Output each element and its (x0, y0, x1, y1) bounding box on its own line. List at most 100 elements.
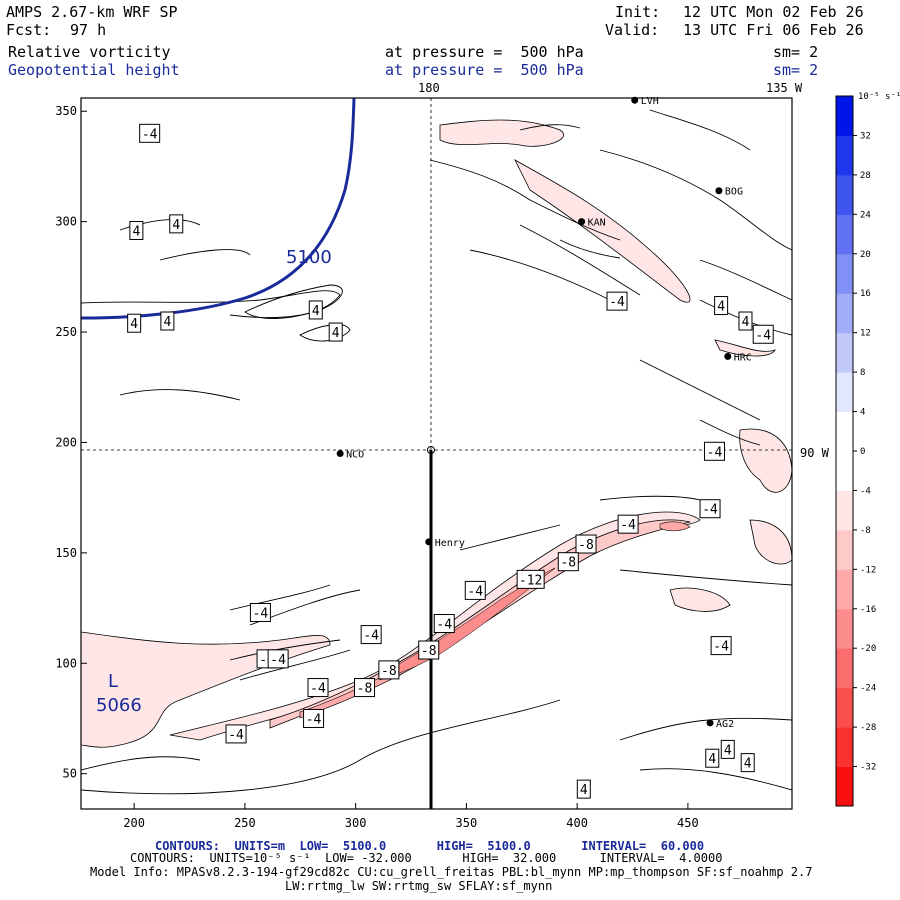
vorticity-contour-label: 4 (129, 220, 144, 240)
colorbar-swatch (836, 687, 853, 728)
colorbar-swatch (836, 135, 853, 176)
colorbar-level-label: 4 (860, 408, 865, 418)
plot-frame (80, 97, 793, 810)
vorticity-contour-label: -4 (139, 123, 161, 143)
y-tick-label: 200 (55, 435, 77, 449)
vorticity-label-text: -4 (702, 503, 718, 518)
low-pressure-letter: L (108, 671, 119, 692)
forecast-hour-value: 97 h (70, 21, 107, 39)
vorticity-contour-label: 4 (308, 300, 323, 320)
axis-ticks-layer: 200 250 300 350 400 450 350 300 250 200 150 100 50 (55, 104, 698, 830)
vorticity-contour-label: -4 (360, 625, 382, 645)
colorbar-swatch (836, 214, 853, 255)
forecast-hour-label: Fcst: (6, 21, 52, 39)
model-title: AMPS 2.67-km WRF SP (6, 3, 178, 21)
parallel-90w-label: 90 W (800, 446, 829, 460)
field-height-level: at pressure = 500 hPa (385, 61, 584, 79)
colorbar-level-label: 16 (860, 289, 871, 299)
vorticity-label-text: -4 (436, 618, 452, 633)
vorticity-label-text: -4 (363, 629, 379, 644)
colorbar-unit: 10⁻⁵ s⁻¹ (858, 92, 900, 102)
vorticity-label-text: 4 (172, 218, 180, 233)
station-label: Henry (435, 538, 465, 549)
vorticity-contour-label: 4 (705, 748, 720, 768)
footer-height-contours: CONTOURS: UNITS=m LOW= 5100.0 HIGH= 5100… (155, 839, 705, 853)
vorticity-contour-label: -4 (433, 614, 455, 634)
vorticity-contour-label: -12 (516, 569, 545, 589)
vorticity-contour-label: -4 (464, 580, 486, 600)
vorticity-contour-label: -8 (575, 534, 597, 554)
station-label: KAN (588, 218, 606, 229)
vorticity-contour-label: -8 (354, 678, 376, 698)
valid-label: Valid: (605, 21, 660, 39)
vorticity-contour-label: -4 (703, 441, 725, 461)
meridian-180-label: 180 (418, 81, 440, 95)
colorbar-level-label: -8 (860, 526, 871, 536)
vorticity-contour-label: -8 (378, 660, 400, 680)
vorticity-label-text: 4 (580, 783, 588, 798)
colorbar-swatch (836, 332, 853, 373)
footer-model-info-2: LW:rrtmg_lw SW:rrtmg_sw SFLAY:sf_mynn (285, 879, 553, 893)
station-label: HRC (734, 352, 752, 363)
vorticity-labels-layer: -44 44 444-4 44-4-4-4-4-8-8-12-4-4-4-4-8-8-… (127, 123, 774, 799)
vorticity-label-text: 4 (332, 326, 340, 341)
vorticity-label-text: -4 (755, 328, 771, 343)
colorbar-level-label: -12 (860, 565, 876, 575)
vorticity-label-text: 4 (724, 743, 732, 758)
station-label: LVH (641, 96, 659, 107)
vorticity-contour-label: -4 (249, 602, 271, 622)
vorticity-label-text: -8 (560, 556, 576, 571)
vorticity-contour-label: 4 (576, 779, 591, 799)
vorticity-contour-label: -4 (303, 708, 325, 728)
y-tick-label: 350 (55, 104, 77, 118)
vorticity-label-text: -8 (421, 644, 437, 659)
vorticity-contour-label: -4 (710, 636, 732, 656)
valid-time: 13 UTC Fri 06 Feb 26 (683, 21, 864, 39)
x-tick-label: 200 (123, 816, 145, 830)
init-time: 12 UTC Mon 02 Feb 26 (683, 3, 864, 21)
y-tick-label: 150 (55, 546, 77, 560)
x-tick-label: 350 (456, 816, 478, 830)
vorticity-contour-label: -4 (699, 499, 721, 519)
field-height-name: Geopotential height (8, 61, 180, 79)
colorbar-swatch (836, 490, 853, 531)
colorbar-swatch (836, 372, 853, 413)
vorticity-label-text: -4 (609, 295, 625, 310)
low-pressure-value: 5066 (96, 695, 142, 716)
vorticity-contour-label: -4 (307, 678, 329, 698)
colorbar-swatch (836, 293, 853, 334)
station-label: BOG (725, 187, 743, 198)
x-tick-label: 400 (566, 816, 588, 830)
colorbar-level-label: 32 (860, 131, 871, 141)
vorticity-label-text: -12 (519, 573, 542, 588)
y-tick-label: 250 (55, 325, 77, 339)
graticule-dashed (81, 98, 792, 451)
colorbar-level-label: 8 (860, 368, 865, 378)
colorbar-swatch (836, 608, 853, 649)
vorticity-contour-label: 4 (738, 311, 753, 331)
vorticity-label-text: -4 (707, 445, 723, 460)
vorticity-contour-label: -4 (225, 724, 247, 744)
colorbar-swatch (836, 96, 853, 136)
vorticity-contour-label: 4 (714, 296, 729, 316)
station-marker (724, 352, 732, 360)
footer-model-info: Model Info: MPASv8.2.3-194-gf29cd82c CU:… (90, 865, 813, 879)
station-marker (631, 96, 639, 104)
y-tick-label: 300 (55, 215, 77, 229)
vorticity-contour-label: -8 (557, 552, 579, 572)
vorticity-label-text: -4 (310, 682, 326, 697)
vorticity-contours (81, 109, 792, 795)
vorticity-label-text: 4 (132, 224, 140, 239)
vorticity-contour-label: 4 (169, 214, 184, 234)
vorticity-contour-label: 4 (740, 753, 755, 773)
colorbar-level-label: 24 (860, 210, 871, 220)
station-label: AG2 (716, 719, 734, 730)
pole-marker (427, 446, 435, 454)
colorbar-swatch (836, 451, 853, 491)
vorticity-label-text: -4 (270, 653, 286, 668)
vorticity-label-text: -4 (306, 712, 322, 727)
footer-vorticity-contours: CONTOURS: UNITS=10⁻⁵ s⁻¹ LOW= -32.000 HI… (130, 851, 723, 865)
colorbar-level-label: 28 (860, 171, 871, 181)
vorticity-label-text: 4 (163, 315, 171, 330)
